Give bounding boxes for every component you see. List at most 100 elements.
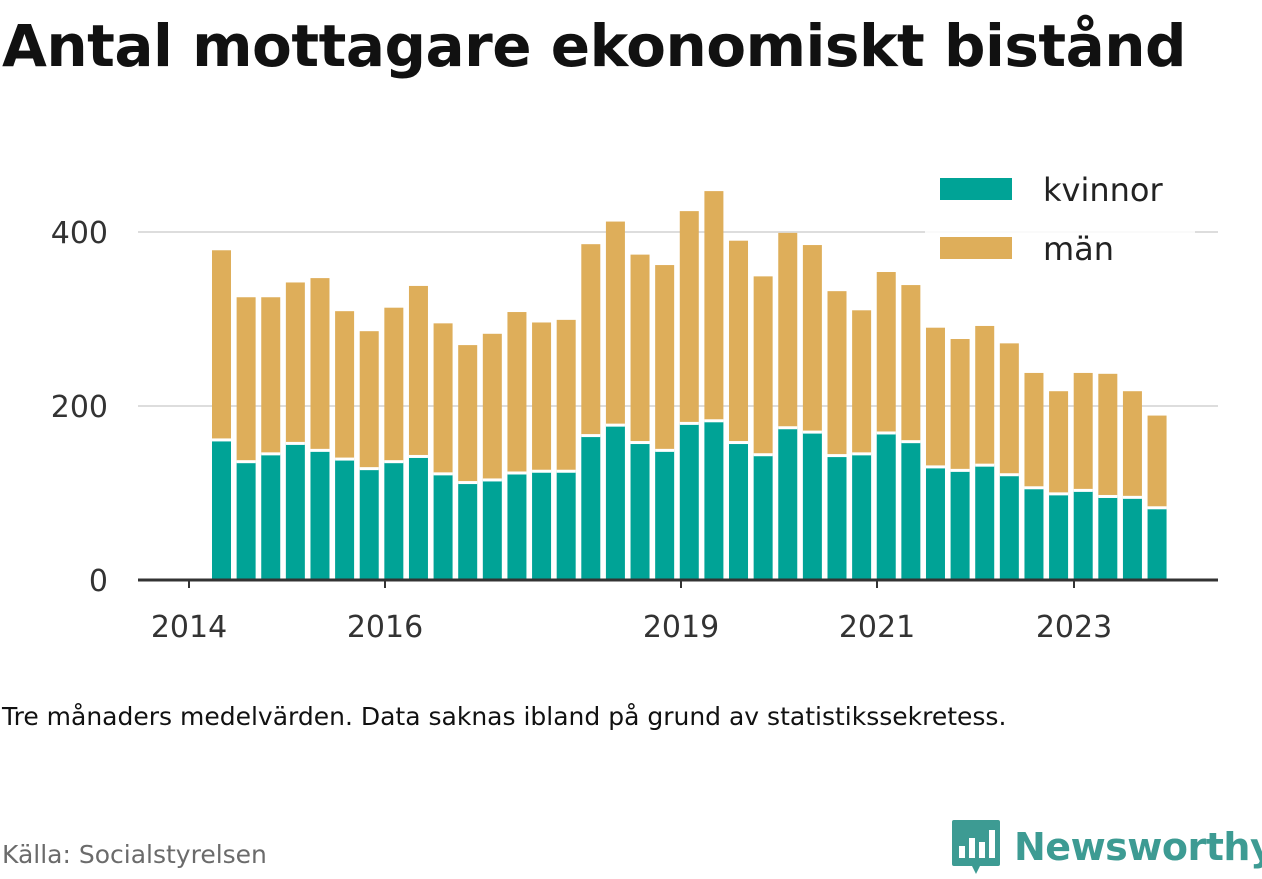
- bar-separator: [827, 454, 847, 458]
- bar-man: [1098, 373, 1118, 497]
- bar-kvinnor: [605, 425, 625, 580]
- bar-man: [876, 272, 896, 433]
- bar-man: [630, 254, 650, 443]
- bar-kvinnor: [212, 439, 231, 580]
- bar-separator: [335, 457, 355, 461]
- bar-separator: [876, 431, 896, 435]
- bar-kvinnor: [532, 471, 552, 580]
- bar-kvinnor: [630, 442, 650, 580]
- bar-separator: [802, 430, 822, 434]
- bar-man: [950, 339, 970, 471]
- newsworthy-logo-icon: [952, 820, 1000, 874]
- bar-kvinnor: [1098, 496, 1118, 580]
- bar-separator: [605, 423, 625, 427]
- legend: kvinnor män: [925, 168, 1195, 296]
- bar-man: [852, 310, 872, 454]
- bar-kvinnor: [236, 461, 256, 580]
- bar-separator: [261, 452, 281, 456]
- x-tick-label: 2014: [151, 610, 227, 645]
- y-tick-label: 200: [51, 390, 108, 425]
- bar-kvinnor: [1049, 493, 1069, 580]
- bar-kvinnor: [999, 474, 1019, 580]
- bar-man: [236, 297, 256, 462]
- legend-swatch: [940, 237, 1012, 259]
- bar-man: [335, 311, 355, 460]
- bar-separator: [999, 473, 1019, 477]
- bar-kvinnor: [1147, 507, 1167, 580]
- bar-separator: [482, 478, 502, 482]
- bar-kvinnor: [1073, 490, 1093, 580]
- bar-kvinnor: [827, 455, 847, 580]
- bar-separator: [236, 460, 256, 464]
- bar-kvinnor: [384, 461, 404, 580]
- bar-separator: [359, 467, 379, 471]
- x-tick-label: 2023: [1036, 610, 1112, 645]
- bar-kvinnor: [1024, 487, 1044, 580]
- chart-title: Antal mottagare ekonomiskt bistånd: [2, 12, 1187, 80]
- bar-separator: [310, 448, 330, 452]
- bar-man: [384, 307, 404, 462]
- bar-kvinnor: [261, 453, 281, 580]
- bar-separator: [704, 419, 724, 423]
- x-axis: 2014 2016 2019 2021 2023: [138, 578, 1218, 645]
- bar-man: [408, 285, 428, 457]
- bar-man: [802, 245, 822, 433]
- bar-separator: [975, 463, 995, 467]
- bar-kvinnor: [581, 435, 601, 580]
- bar-separator: [408, 454, 428, 458]
- bar-separator: [581, 434, 601, 438]
- bar-separator: [1098, 494, 1118, 498]
- bar-man: [507, 312, 527, 473]
- bar-kvinnor: [359, 468, 379, 580]
- bar-kvinnor: [925, 466, 945, 580]
- bar-man: [778, 232, 798, 428]
- bar-man: [261, 297, 281, 454]
- bar-man: [999, 343, 1019, 475]
- bar-separator: [458, 481, 478, 485]
- bar-man: [605, 221, 625, 426]
- bar-kvinnor: [335, 459, 355, 580]
- bar-separator: [1147, 506, 1167, 510]
- bar-man: [1147, 415, 1167, 508]
- bar-kvinnor: [975, 465, 995, 580]
- bar-separator: [212, 438, 231, 442]
- bar-separator: [1049, 492, 1069, 496]
- bar-man: [1122, 391, 1142, 498]
- bar-man: [679, 211, 699, 424]
- bar-kvinnor: [950, 470, 970, 580]
- bar-man: [532, 322, 552, 472]
- legend-label: kvinnor: [1043, 171, 1164, 209]
- bar-separator: [1073, 488, 1093, 492]
- bar-separator: [753, 453, 773, 457]
- bars: [212, 191, 1167, 580]
- bar-kvinnor: [1122, 497, 1142, 580]
- chart-note: Tre månaders medelvärden. Data saknas ib…: [2, 702, 1007, 731]
- x-tick-label: 2016: [347, 610, 423, 645]
- bar-kvinnor: [408, 456, 428, 580]
- bar-kvinnor: [433, 473, 453, 580]
- bar-man: [655, 265, 675, 451]
- bar-separator: [384, 460, 404, 464]
- bar-separator: [1122, 495, 1142, 499]
- bar-kvinnor: [507, 472, 527, 580]
- bar-man: [482, 333, 502, 480]
- x-tick-label: 2021: [839, 610, 915, 645]
- stacked-bar-chart: 2014 2016 2019 2021 2023 0 200 400 kvinnor män: [51, 168, 1218, 645]
- bar-kvinnor: [310, 450, 330, 580]
- bar-kvinnor: [704, 420, 724, 580]
- bar-separator: [655, 448, 675, 452]
- bar-man: [975, 325, 995, 466]
- bar-man: [925, 327, 945, 467]
- brand-logo: Newsworthy: [950, 818, 1262, 876]
- bar-man: [827, 291, 847, 456]
- bar-man: [433, 323, 453, 474]
- bar-kvinnor: [802, 432, 822, 580]
- bar-kvinnor: [458, 482, 478, 580]
- bar-man: [285, 282, 305, 444]
- bar-separator: [285, 441, 305, 445]
- y-tick-label: 0: [89, 564, 108, 599]
- bar-kvinnor: [729, 442, 749, 580]
- bar-man: [1073, 372, 1093, 491]
- y-axis: 0 200 400: [51, 216, 108, 599]
- bar-separator: [925, 465, 945, 469]
